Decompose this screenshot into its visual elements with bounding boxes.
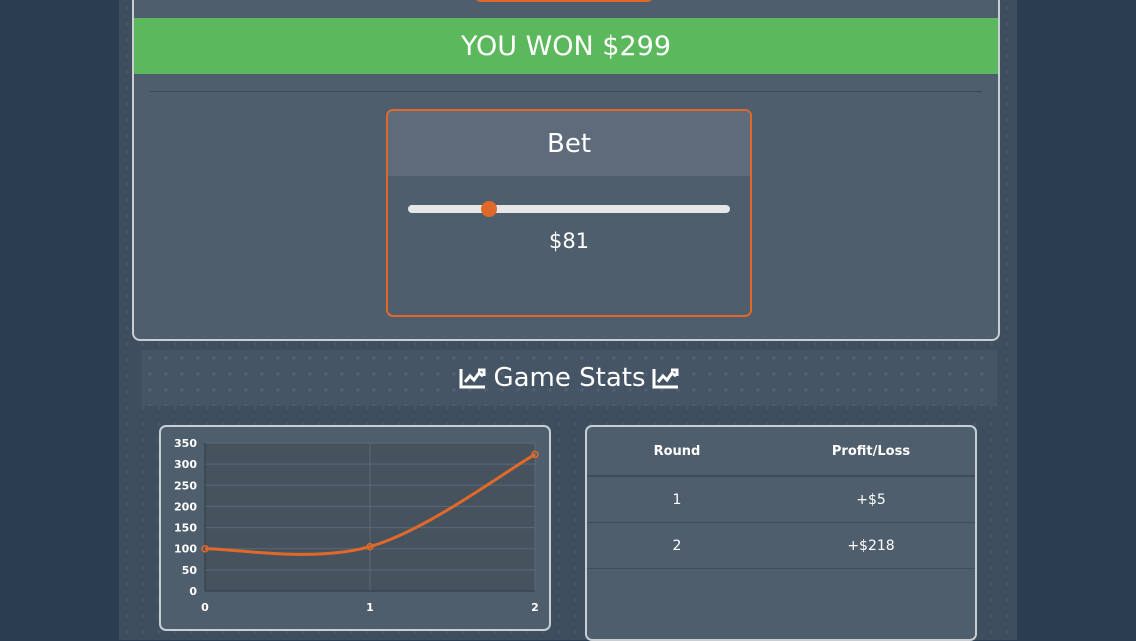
line-chart-icon	[459, 368, 486, 389]
bet-title: Bet	[388, 111, 750, 176]
profit-line	[204, 453, 536, 556]
table-header: Round Profit/Loss	[587, 427, 975, 477]
profit-chart: 0 50 100 150 200 250 300 350 0 1 2	[159, 425, 551, 631]
table-row: 2 +$218	[587, 523, 975, 569]
y-tick-label: 150	[174, 522, 197, 535]
round-cell: 1	[672, 491, 682, 508]
bet-slider[interactable]	[408, 201, 730, 217]
y-tick-label: 200	[174, 500, 197, 513]
y-tick-label: 0	[189, 585, 197, 598]
data-point	[366, 542, 374, 551]
header-round: Round	[653, 443, 701, 459]
y-tick-label: 100	[174, 543, 197, 556]
profit-cell: +$5	[856, 491, 886, 508]
rounds-table: Round Profit/Loss 1 +$5 2 +$218	[585, 425, 977, 641]
stats-title: Game Stats	[493, 363, 646, 393]
line-chart-icon	[652, 368, 679, 389]
data-point	[531, 450, 539, 459]
divider	[150, 91, 982, 92]
game-panel: YOU WON $299 Bet $81	[132, 0, 1000, 341]
x-tick-label: 1	[366, 601, 374, 614]
y-tick-label: 350	[174, 437, 197, 450]
table-row: 1 +$5	[587, 477, 975, 523]
profit-cell: +$218	[847, 537, 895, 554]
x-tick-label: 0	[201, 601, 209, 614]
win-banner: YOU WON $299	[134, 18, 998, 74]
y-tick-label: 300	[174, 458, 197, 471]
round-cell: 2	[672, 537, 682, 554]
y-tick-label: 250	[174, 479, 197, 492]
y-tick-label: 50	[182, 564, 198, 577]
header-profit: Profit/Loss	[831, 443, 911, 459]
bet-amount: $81	[548, 229, 590, 253]
action-button[interactable]	[472, 0, 656, 2]
bet-slider-thumb[interactable]	[480, 201, 497, 217]
stats-header: Game Stats	[142, 350, 997, 406]
bet-card: Bet $81	[386, 109, 752, 317]
data-point	[201, 544, 209, 553]
profit-chart-svg: 0 50 100 150 200 250 300 350 0 1 2	[174, 437, 539, 614]
x-tick-label: 2	[531, 601, 539, 614]
